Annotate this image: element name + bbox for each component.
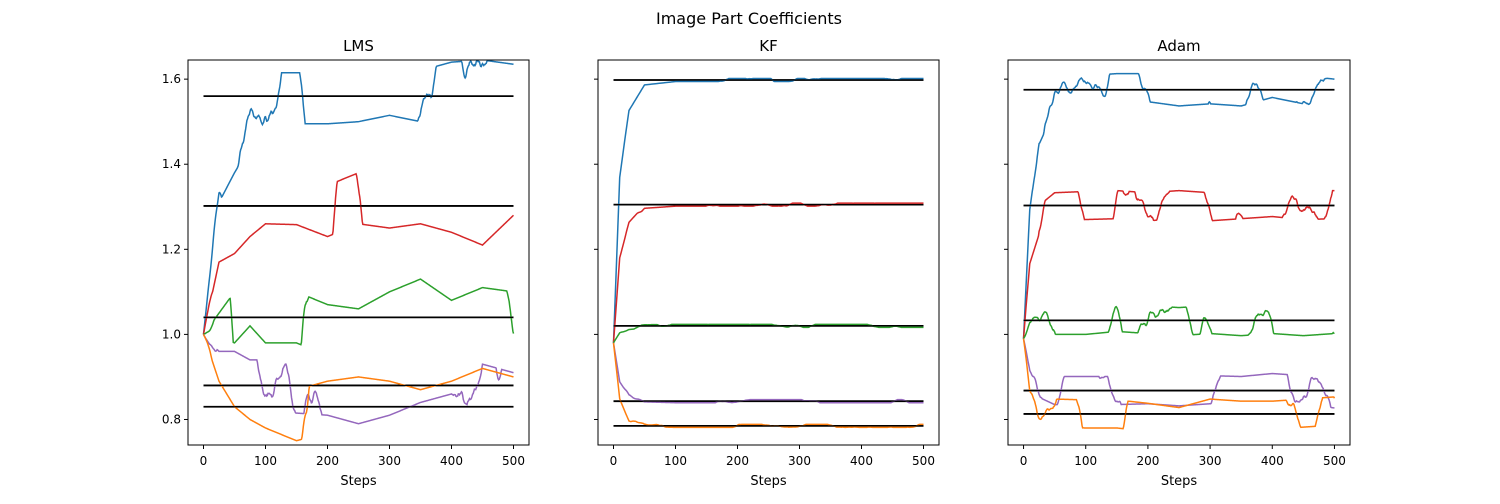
plot-frame bbox=[187, 59, 530, 446]
x-tick-label: 0 bbox=[1020, 454, 1028, 468]
series-line bbox=[612, 77, 924, 343]
figure-title: Image Part Coefficients bbox=[656, 9, 842, 28]
x-tick-label: 100 bbox=[664, 454, 687, 468]
series-line bbox=[203, 278, 515, 346]
plot-frame bbox=[1007, 59, 1351, 446]
x-tick-label: 400 bbox=[850, 454, 873, 468]
x-tick-label: 300 bbox=[788, 454, 811, 468]
x-tick-label: 500 bbox=[1323, 454, 1346, 468]
panel-kf: 0 100 200 300 400 500 KF Steps bbox=[594, 37, 940, 489]
series-line bbox=[612, 342, 924, 429]
x-tick-label: 300 bbox=[378, 454, 401, 468]
series-line bbox=[612, 342, 924, 404]
series-line bbox=[1022, 72, 1335, 339]
panel-lms: 0 100 200 300 400 500 0.8 1.0 1.2 1.4 1.6 LMS Steps bbox=[162, 37, 530, 489]
panel-adam: 0 100 200 300 400 500 Adam Steps bbox=[1004, 37, 1351, 489]
x-tick-label: 400 bbox=[1261, 454, 1284, 468]
series-line bbox=[1022, 189, 1335, 339]
x-axis-label: Steps bbox=[750, 474, 787, 489]
x-tick-label: 100 bbox=[254, 454, 277, 468]
series-line bbox=[612, 323, 924, 344]
x-tick-label: 0 bbox=[200, 454, 208, 468]
series-line bbox=[202, 334, 514, 425]
x-axis-label: Steps bbox=[1161, 474, 1198, 489]
x-tick-label: 500 bbox=[502, 454, 525, 468]
panel-title: LMS bbox=[343, 37, 374, 55]
series-line bbox=[1022, 338, 1336, 430]
y-tick-label: 1.2 bbox=[162, 242, 181, 256]
series-line bbox=[612, 202, 924, 343]
y-tick-label: 1.4 bbox=[162, 157, 181, 171]
x-tick-label: 200 bbox=[1136, 454, 1159, 468]
series-line bbox=[1022, 338, 1335, 409]
x-tick-label: 300 bbox=[1199, 454, 1222, 468]
x-tick-label: 400 bbox=[440, 454, 463, 468]
x-tick-label: 200 bbox=[726, 454, 749, 468]
y-tick-label: 0.8 bbox=[162, 412, 181, 426]
x-tick-label: 500 bbox=[912, 454, 935, 468]
y-tick-label: 1.6 bbox=[162, 72, 181, 86]
series-line bbox=[1022, 305, 1335, 340]
series-line bbox=[202, 334, 514, 442]
series-line bbox=[202, 172, 515, 335]
x-axis-label: Steps bbox=[340, 474, 377, 489]
panel-title: KF bbox=[759, 37, 777, 55]
x-tick-label: 0 bbox=[610, 454, 618, 468]
plot-frame bbox=[597, 59, 940, 446]
series-line bbox=[202, 59, 514, 335]
y-tick-label: 1.0 bbox=[162, 327, 181, 341]
panel-title: Adam bbox=[1157, 37, 1200, 55]
x-tick-label: 200 bbox=[316, 454, 339, 468]
x-tick-label: 100 bbox=[1074, 454, 1097, 468]
